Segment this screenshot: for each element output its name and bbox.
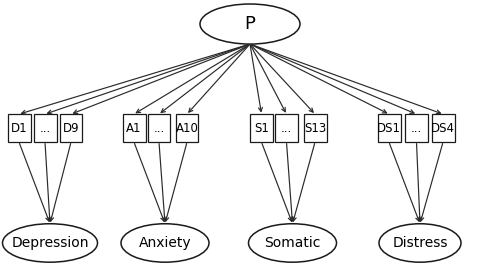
Text: A1: A1	[126, 122, 142, 135]
Text: S1: S1	[254, 122, 269, 135]
Text: S13: S13	[304, 122, 326, 135]
Text: D1: D1	[10, 122, 28, 135]
Text: A10: A10	[176, 122, 199, 135]
Text: DS4: DS4	[431, 122, 455, 135]
Text: DS1: DS1	[377, 122, 401, 135]
Text: ...: ...	[281, 122, 292, 135]
Text: Somatic: Somatic	[264, 236, 320, 250]
Text: ...: ...	[40, 122, 50, 135]
Text: Anxiety: Anxiety	[138, 236, 192, 250]
Text: ...: ...	[154, 122, 164, 135]
Text: P: P	[244, 15, 256, 33]
Text: Depression: Depression	[11, 236, 89, 250]
Text: D9: D9	[62, 122, 80, 135]
Text: Distress: Distress	[392, 236, 448, 250]
Text: ...: ...	[411, 122, 422, 135]
